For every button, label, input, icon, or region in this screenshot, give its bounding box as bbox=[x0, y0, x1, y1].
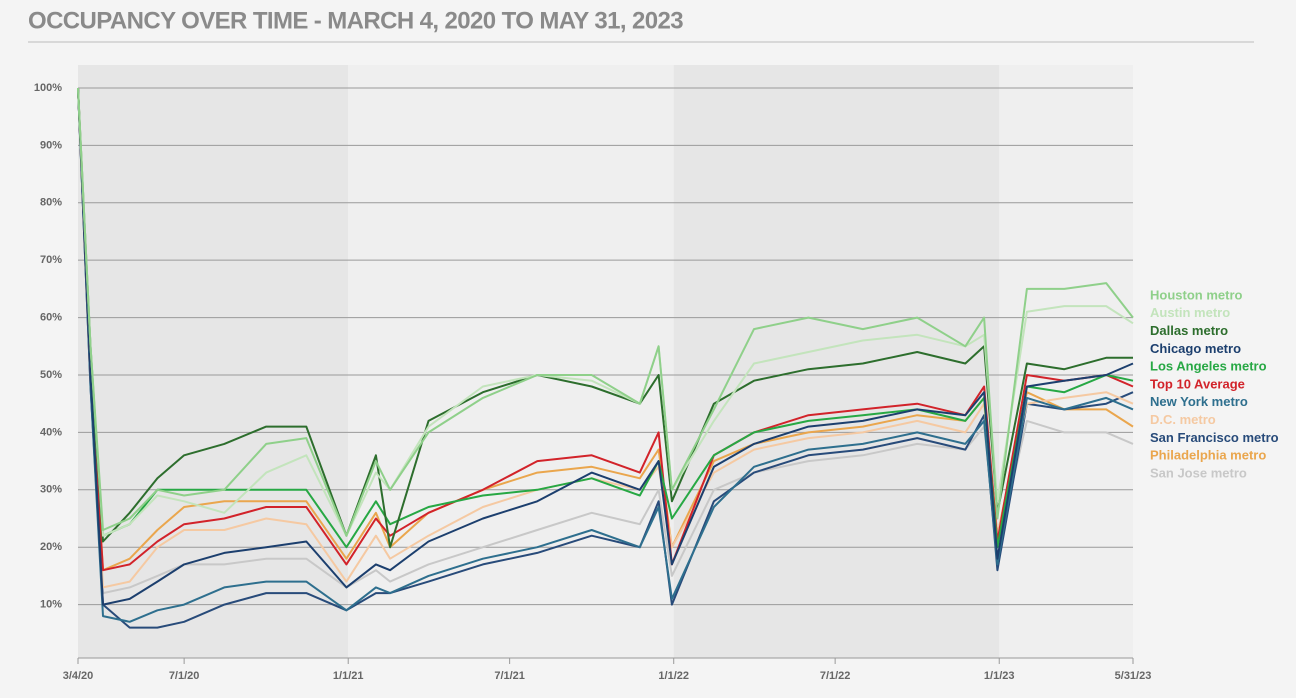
legend-label: Dallas metro bbox=[1150, 323, 1228, 338]
series-line bbox=[77, 87, 1134, 606]
legend-label: Houston metro bbox=[1150, 287, 1243, 302]
chart-title: OCCUPANCY OVER TIME - MARCH 4, 2020 TO M… bbox=[28, 7, 683, 34]
legend-label: New York metro bbox=[1150, 394, 1248, 409]
legend-label: Austin metro bbox=[1150, 305, 1230, 320]
x-tick-label: 7/1/20 bbox=[169, 670, 200, 682]
legend-label: D.C. metro bbox=[1150, 412, 1216, 427]
y-tick-label: 70% bbox=[40, 254, 62, 266]
background-band bbox=[673, 65, 1000, 658]
series-line bbox=[77, 87, 1134, 537]
series-line bbox=[77, 87, 1134, 572]
legend-label: Philadelphia metro bbox=[1150, 448, 1266, 463]
legend-label: San Francisco metro bbox=[1150, 430, 1279, 445]
background-band bbox=[999, 65, 1133, 658]
background-band bbox=[348, 65, 674, 658]
x-tick-label: 7/1/22 bbox=[820, 670, 851, 682]
series-line bbox=[77, 87, 1134, 629]
x-tick-label: 7/1/21 bbox=[494, 670, 525, 682]
legend-label: Top 10 Average bbox=[1150, 376, 1245, 391]
x-tick-label: 5/31/23 bbox=[1115, 670, 1152, 682]
x-tick-label: 1/1/23 bbox=[984, 670, 1015, 682]
y-tick-label: 40% bbox=[40, 426, 62, 438]
y-tick-label: 50% bbox=[40, 369, 62, 381]
series-line bbox=[77, 87, 1134, 623]
y-tick-label: 100% bbox=[34, 82, 62, 94]
x-tick-label: 3/4/20 bbox=[63, 670, 94, 682]
y-tick-label: 80% bbox=[40, 197, 62, 209]
x-tick-label: 1/1/22 bbox=[658, 670, 689, 682]
legend-label: Los Angeles metro bbox=[1150, 359, 1267, 374]
y-tick-label: 30% bbox=[40, 484, 62, 496]
background-band bbox=[78, 65, 349, 658]
series-line bbox=[77, 87, 1134, 537]
legend-label: San Jose metro bbox=[1150, 465, 1247, 480]
x-tick-label: 1/1/21 bbox=[333, 670, 364, 682]
y-tick-label: 20% bbox=[40, 541, 62, 553]
y-tick-label: 10% bbox=[40, 599, 62, 611]
legend-label: Chicago metro bbox=[1150, 341, 1241, 356]
y-tick-label: 90% bbox=[40, 139, 62, 151]
y-tick-label: 60% bbox=[40, 311, 62, 323]
